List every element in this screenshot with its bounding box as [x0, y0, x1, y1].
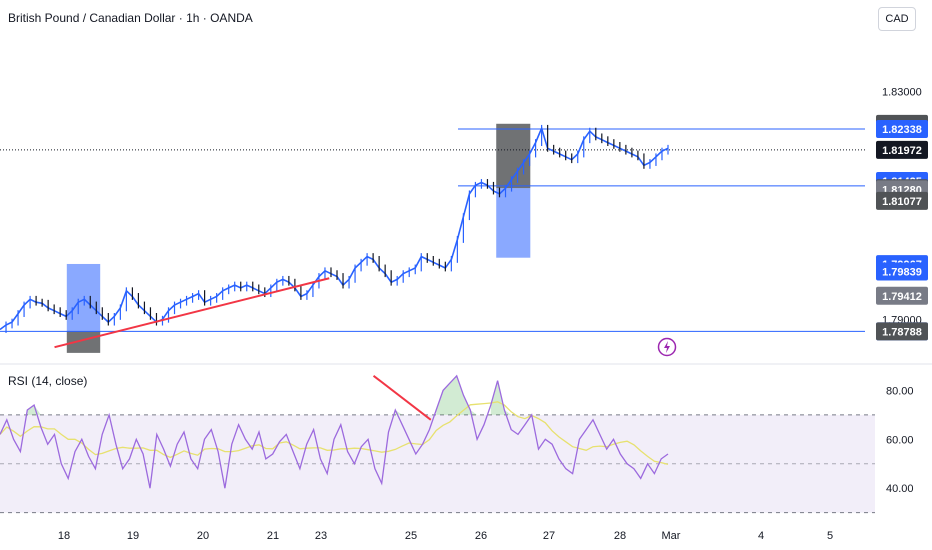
rsi-pane[interactable]: [0, 374, 875, 514]
price-tag-1: 1.82338: [882, 124, 922, 136]
price-tag-11: 1.78788: [882, 326, 922, 338]
time-tick-10: 4: [758, 530, 764, 542]
time-tick-0: 18: [58, 530, 70, 542]
horizontal-levels[interactable]: [0, 128, 865, 332]
price-tag-box-11: [876, 322, 928, 341]
stop-zone-1: [66, 331, 101, 353]
price-tag-box-9: [876, 286, 928, 305]
rsi-legend-label[interactable]: RSI (14, close): [8, 374, 88, 388]
lightning-bolt-icon[interactable]: [657, 337, 677, 357]
stop-zone-2: [496, 123, 531, 189]
price-tag-box-6: [876, 191, 928, 210]
rsi-divergence-line[interactable]: [372, 374, 432, 421]
rsi-overbought-fill: [27, 375, 512, 415]
time-axis[interactable]: 18 19 20 21 23 25 26 27 28 Mar 4 5: [58, 530, 833, 542]
price-tag-9: 1.79412: [882, 291, 922, 303]
price-candles: [5, 124, 669, 333]
time-tick-8: 28: [614, 530, 626, 542]
target-zone-0: [66, 263, 101, 332]
rsi-tick-2: 40.00: [886, 483, 914, 495]
rsi-tick-1: 60.00: [886, 434, 914, 446]
rsi-axis[interactable]: 80.00 60.00 40.00: [886, 385, 914, 495]
rsi-line: [0, 374, 669, 489]
time-tick-2: 20: [197, 530, 209, 542]
price-series: [0, 125, 669, 331]
rsi-ma-line: [0, 401, 669, 466]
price-tick-0: 1.83000: [882, 86, 922, 98]
rsi-tick-0: 80.00: [886, 385, 914, 397]
price-tag-box-1: [876, 120, 928, 139]
price-pane[interactable]: [0, 123, 865, 353]
time-tick-5: 25: [405, 530, 417, 542]
position-boxes: [66, 123, 531, 353]
chart-title: British Pound / Canadian Dollar · 1h · O…: [8, 11, 253, 25]
time-tick-9: Mar: [662, 530, 681, 542]
time-tick-7: 27: [543, 530, 555, 542]
time-tick-1: 19: [127, 530, 139, 542]
price-axis[interactable]: 1.830001.790001.824291.823381.819721.814…: [876, 86, 928, 341]
trendline[interactable]: [54, 277, 330, 349]
price-tag-6: 1.81077: [882, 196, 922, 208]
price-tag-box-8: [876, 262, 928, 281]
time-tick-3: 21: [267, 530, 279, 542]
price-tag-2: 1.81972: [882, 145, 922, 157]
time-tick-4: 23: [315, 530, 327, 542]
currency-button[interactable]: CAD: [878, 7, 916, 31]
target-zone-3: [496, 188, 531, 258]
time-tick-6: 26: [475, 530, 487, 542]
time-tick-11: 5: [827, 530, 833, 542]
price-tag-box-2: [876, 140, 928, 159]
price-tag-8: 1.79839: [882, 266, 922, 278]
